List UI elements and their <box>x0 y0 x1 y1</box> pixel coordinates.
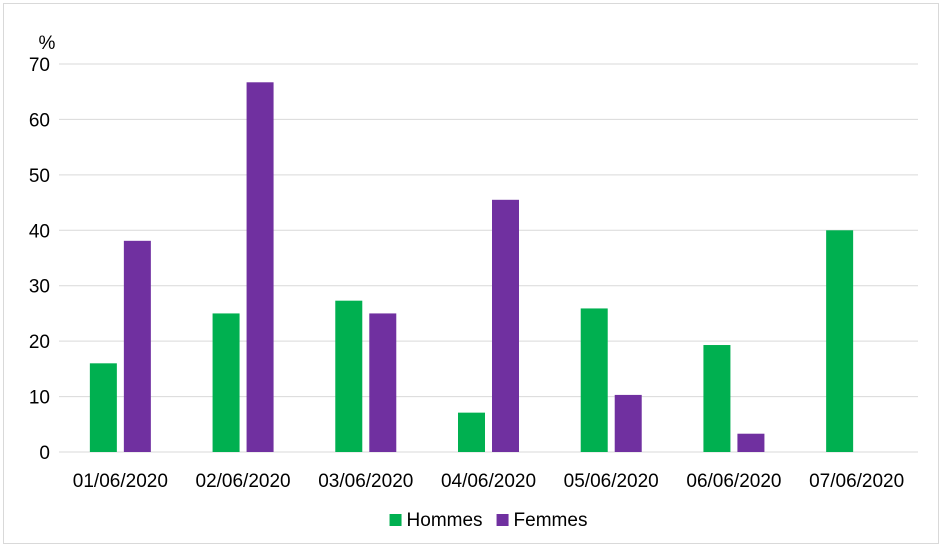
gridlines <box>59 63 918 453</box>
bar-hommes-1 <box>89 363 117 452</box>
bar-femmes-5 <box>614 394 642 452</box>
y-tick-label: 20 <box>29 332 50 353</box>
y-axis-unit-label: % <box>39 33 56 54</box>
bar-femmes-1 <box>123 240 151 452</box>
bar-hommes-2 <box>212 313 240 452</box>
y-axis-ticks: 0 10 20 30 40 50 60 70 <box>29 55 50 464</box>
bar-hommes-7 <box>826 230 854 452</box>
y-tick-label: 40 <box>29 221 50 242</box>
bar-hommes-4 <box>458 412 485 452</box>
bar-femmes-6 <box>737 433 765 452</box>
x-tick-label: 06/06/2020 <box>686 471 781 492</box>
bar-hommes-5 <box>580 308 608 452</box>
chart-frame <box>3 3 939 544</box>
bar-hommes-6 <box>703 345 731 452</box>
legend-swatch-femmes <box>496 514 509 526</box>
legend-label: Femmes <box>514 510 588 531</box>
x-tick-label: 01/06/2020 <box>73 471 168 492</box>
y-tick-label: 60 <box>29 110 50 131</box>
y-tick-label: 30 <box>29 277 50 298</box>
y-tick-label: 70 <box>29 55 50 76</box>
x-tick-label: 07/06/2020 <box>809 471 904 492</box>
bar-femmes-2 <box>246 82 274 452</box>
bar-hommes-3 <box>335 300 363 452</box>
y-tick-label: 10 <box>29 388 50 409</box>
legend-swatch-hommes <box>389 514 402 526</box>
y-tick-label: 50 <box>29 166 50 187</box>
x-tick-label: 03/06/2020 <box>318 471 413 492</box>
x-tick-label: 02/06/2020 <box>196 471 291 492</box>
legend: Hommes Femmes <box>389 510 588 531</box>
bars <box>89 82 854 452</box>
y-tick-label: 0 <box>39 443 50 464</box>
x-tick-label: 04/06/2020 <box>441 471 536 492</box>
legend-label: Hommes <box>407 510 483 531</box>
bar-femmes-3 <box>369 313 397 452</box>
bar-femmes-4 <box>492 199 519 452</box>
x-axis-ticks: 01/06/2020 02/06/2020 03/06/2020 04/06/2020… <box>73 471 904 492</box>
x-tick-label: 05/06/2020 <box>564 471 659 492</box>
